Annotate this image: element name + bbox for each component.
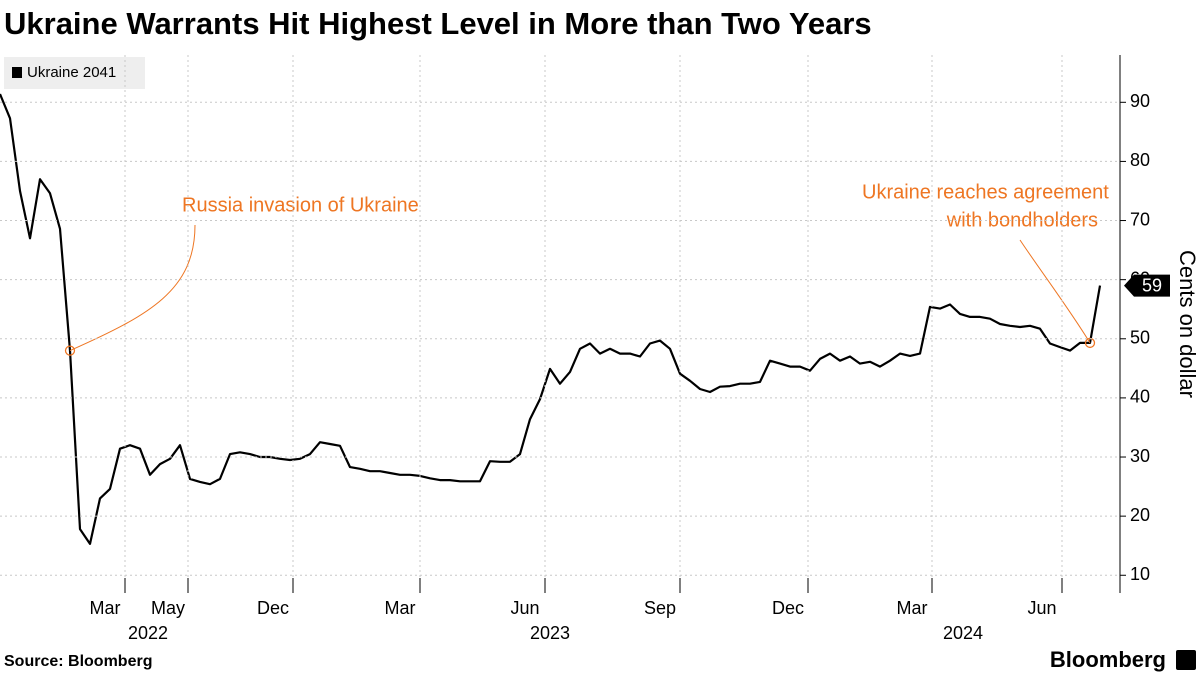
x-year-label: 2023 <box>530 623 570 643</box>
x-tick-label: Jun <box>510 598 539 618</box>
y-tick-label: 30 <box>1130 446 1150 466</box>
y-tick-label: 40 <box>1130 387 1150 407</box>
annotation-text: Ukraine reaches agreement <box>862 181 1109 203</box>
brand-icon <box>1176 650 1196 670</box>
last-value-tag <box>1124 274 1170 297</box>
legend-swatch <box>12 67 22 78</box>
line <box>0 93 1102 545</box>
x-tick-label: May <box>151 598 185 618</box>
legend-box <box>4 57 145 89</box>
x-tick-label: Sep <box>644 598 676 618</box>
brand: Bloomberg <box>1050 647 1166 672</box>
plot: Russia invasion of Ukraine Ukraine reache… <box>0 93 1109 545</box>
y-tick-label: 70 <box>1130 209 1150 229</box>
x-tick-label: Jun <box>1027 598 1056 618</box>
y-tick-label: 90 <box>1130 91 1150 111</box>
y-tick-label: 50 <box>1130 328 1150 348</box>
last-value-label: 59 <box>1142 275 1162 295</box>
y-tick-label: 80 <box>1130 150 1150 170</box>
legend-label: Ukraine 2041 <box>27 64 116 81</box>
x-tick-label: Mar <box>90 598 121 618</box>
y-tick-label: 10 <box>1130 564 1150 584</box>
annotation-connector <box>1019 239 1091 344</box>
x-year-label: 2022 <box>128 623 168 643</box>
annotation-connector <box>69 224 196 352</box>
x-tick-label: Dec <box>772 598 804 618</box>
annotation-text: Russia invasion of Ukraine <box>182 194 419 216</box>
y-tick-label: 20 <box>1130 505 1150 525</box>
x-year-label: 2024 <box>943 623 983 643</box>
x-tick-label: Mar <box>897 598 928 618</box>
x-tick-label: Mar <box>385 598 416 618</box>
source: Source: Bloomberg <box>4 653 152 670</box>
y-axis-title: Cents on dollar <box>1175 250 1200 398</box>
chart-title: Ukraine Warrants Hit Highest Level in Mo… <box>4 6 872 41</box>
x-tick-label: Dec <box>257 598 289 618</box>
annotation-marker <box>64 345 76 356</box>
